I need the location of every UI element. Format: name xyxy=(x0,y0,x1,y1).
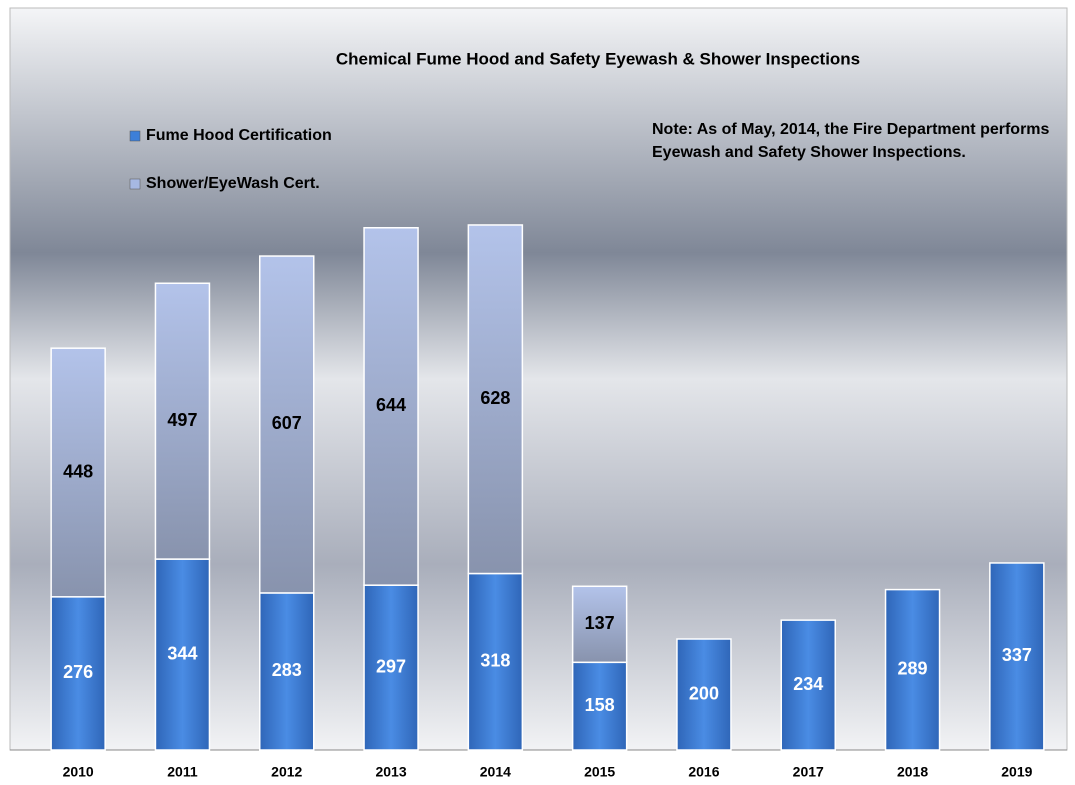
data-label: 644 xyxy=(376,395,406,415)
x-tick-label: 2012 xyxy=(271,764,302,780)
x-tick-label: 2013 xyxy=(375,764,406,780)
bar-segment xyxy=(50,347,106,598)
bar-segment xyxy=(154,558,211,751)
data-label: 628 xyxy=(480,388,510,408)
bar-segment xyxy=(571,585,628,664)
x-tick-label: 2015 xyxy=(584,764,615,780)
legend-label: Shower/EyeWash Cert. xyxy=(146,175,320,192)
data-label: 607 xyxy=(272,413,302,433)
data-label: 137 xyxy=(585,613,615,633)
annotation: Note: As of May, 2014, the Fire Departme… xyxy=(652,121,1050,161)
bar-segment xyxy=(363,584,419,751)
x-tick-label: 2019 xyxy=(1001,764,1032,780)
bar-segment xyxy=(467,224,524,575)
bar-segment xyxy=(50,596,106,751)
x-tick-label: 2017 xyxy=(793,764,824,780)
data-label: 283 xyxy=(272,660,302,680)
legend-swatch xyxy=(129,178,141,190)
x-tick-label: 2014 xyxy=(480,764,511,780)
data-label: 276 xyxy=(63,662,93,682)
bar-segment xyxy=(780,619,836,751)
data-label: 158 xyxy=(585,695,615,715)
data-label: 234 xyxy=(793,674,823,694)
bar-segment xyxy=(884,588,941,751)
x-tick-label: 2018 xyxy=(897,764,928,780)
x-tick-label: 2010 xyxy=(63,764,94,780)
data-label: 344 xyxy=(167,643,197,663)
bar-segment xyxy=(363,226,419,586)
legend-swatch xyxy=(129,130,141,142)
bar-segment xyxy=(571,661,628,751)
data-label: 200 xyxy=(689,683,719,703)
data-label: 448 xyxy=(63,461,93,481)
x-tick-label: 2011 xyxy=(167,764,198,780)
data-label: 297 xyxy=(376,656,406,676)
bar-segment xyxy=(154,282,211,560)
bar-segment xyxy=(259,592,315,751)
bar-segment xyxy=(676,638,732,751)
data-label: 497 xyxy=(167,410,197,430)
chart-title: Chemical Fume Hood and Safety Eyewash & … xyxy=(336,49,860,68)
bar-segment xyxy=(259,255,315,594)
data-label: 318 xyxy=(480,651,510,671)
bar-segment xyxy=(989,562,1045,751)
data-label: 337 xyxy=(1002,645,1032,665)
data-label: 289 xyxy=(898,659,928,679)
legend-label: Fume Hood Certification xyxy=(146,127,332,144)
x-tick-label: 2016 xyxy=(688,764,719,780)
